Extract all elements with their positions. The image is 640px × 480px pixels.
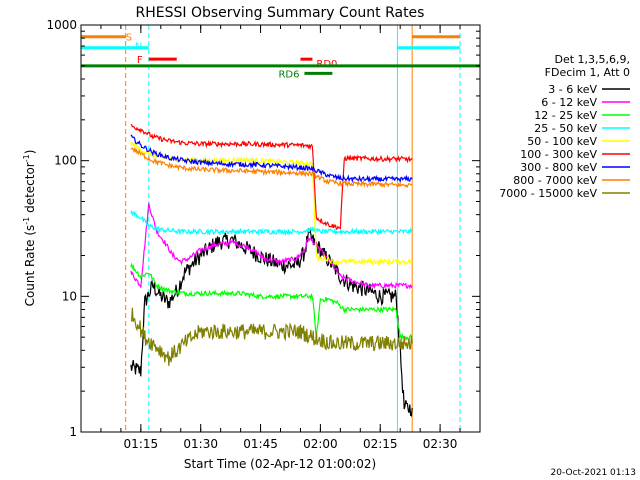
series-line-6: [130, 134, 413, 184]
legend: Det 1,3,5,6,9,FDecim 1, Att 0 3 - 6 keV6 …: [499, 53, 630, 200]
y-axis-label: Count Rate (s-1 detector-1): [22, 150, 37, 307]
legend-entry-label: 12 - 25 keV: [534, 109, 597, 122]
plot-area: SNFRD0RD601:1501:3001:4502:0002:1502:301…: [46, 18, 481, 451]
legend-entry-label: 300 - 800 keV: [520, 161, 597, 174]
legend-entry-label: 3 - 6 keV: [548, 83, 597, 96]
y-tick-label: 1: [69, 425, 77, 439]
legend-header-0: Det 1,3,5,6,9,: [554, 53, 630, 66]
legend-entry-label: 6 - 12 keV: [541, 96, 597, 109]
legend-entry-label: 25 - 50 keV: [534, 122, 597, 135]
y-tick-label: 100: [54, 154, 77, 168]
y-tick-label: 1000: [46, 18, 77, 32]
x-tick-label: 02:30: [423, 437, 458, 451]
status-label-n: N: [135, 42, 142, 53]
series-line-1: [130, 202, 413, 290]
series-line-2: [130, 262, 413, 342]
y-axis-label-sup2: -1: [22, 154, 31, 162]
series-line-3: [130, 209, 413, 237]
x-tick-label: 01:15: [124, 437, 159, 451]
legend-header-1: FDecim 1, Att 0: [545, 66, 630, 79]
series-line-7: [130, 147, 413, 189]
x-tick-label: 02:15: [363, 437, 398, 451]
y-axis-label-mid: detector: [23, 162, 37, 217]
series-line-8: [130, 307, 413, 366]
footer-timestamp: 20-Oct-2021 01:13: [551, 468, 636, 478]
x-tick-label: 01:45: [243, 437, 278, 451]
series-line-0: [130, 228, 413, 417]
y-tick-label: 10: [62, 289, 77, 303]
legend-entry-label: 50 - 100 keV: [527, 135, 597, 148]
y-axis-label-end: ): [23, 150, 37, 155]
legend-entry-label: 7000 - 15000 keV: [499, 187, 597, 200]
series-line-5: [130, 123, 413, 230]
status-label-f: F: [137, 55, 143, 66]
status-label-rd6: RD6: [278, 69, 299, 80]
legend-entry-label: 100 - 300 keV: [520, 148, 597, 161]
status-label-s: S: [126, 33, 132, 44]
x-axis-label: Start Time (02-Apr-12 01:00:02): [184, 457, 376, 471]
chart-title: RHESSI Observing Summary Count Rates: [136, 5, 425, 21]
y-axis-label-sup1: -1: [22, 217, 31, 225]
series-line-4: [130, 141, 413, 267]
legend-entry-label: 800 - 7000 keV: [513, 174, 597, 187]
x-tick-label: 02:00: [303, 437, 338, 451]
x-tick-label: 01:30: [183, 437, 218, 451]
y-axis-label-main: Count Rate (s: [23, 225, 37, 307]
